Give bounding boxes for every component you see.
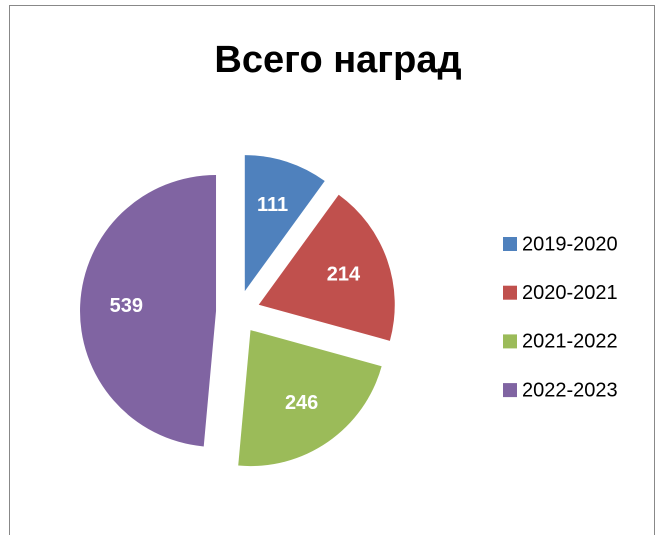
legend-label: 2019-2020 <box>522 233 618 255</box>
legend-label: 2021-2022 <box>522 331 618 353</box>
data-label: 539 <box>110 295 143 317</box>
legend-label: 2020-2021 <box>522 282 618 304</box>
data-label: 246 <box>285 392 318 414</box>
chart-title: Всего наград <box>214 39 461 81</box>
data-label: 111 <box>257 194 288 216</box>
data-label: 214 <box>327 263 361 285</box>
pie-slice <box>258 194 395 341</box>
legend-label: 2022-2023 <box>522 379 618 401</box>
pie-slice <box>80 175 217 447</box>
legend-swatch <box>503 237 517 251</box>
legend-swatch <box>503 383 517 398</box>
legend-swatch <box>503 285 517 300</box>
legend-swatch <box>503 334 517 349</box>
pie-slice <box>244 155 325 292</box>
pie-slice <box>238 330 382 467</box>
